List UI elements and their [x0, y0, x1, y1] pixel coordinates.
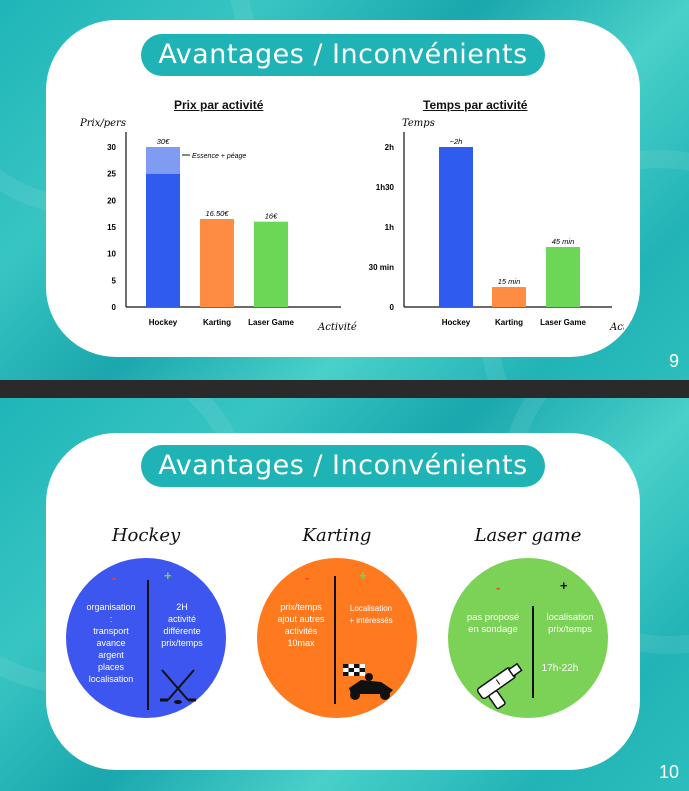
divider-line	[147, 580, 149, 710]
y-axis-label: Prix/pers	[79, 118, 126, 129]
activity-title-hockey: Hockey	[111, 525, 181, 546]
slide-title: Avantages / Inconvénients	[141, 34, 545, 76]
list-item: prix/temps	[548, 624, 592, 635]
x-tick-label: Laser Game	[540, 318, 586, 327]
list-item: prix/temps	[161, 638, 203, 648]
go-kart-icon	[343, 664, 393, 700]
list-item: localisation	[88, 674, 134, 684]
list-item: transport	[93, 626, 129, 636]
x-tick-label: Karting	[495, 318, 523, 327]
minus-sign: -	[496, 580, 501, 595]
chart-prix: Prix/pers Activité 0 5 10 15 20 25 30 Essence + p…	[79, 118, 357, 333]
x-tick-label: Hockey	[442, 318, 471, 327]
data-label: 16€	[265, 212, 278, 221]
list-item: ajout autres	[277, 614, 325, 624]
activity-circle-laser-game: - + pas proposé en sondage localisation pr…	[448, 558, 608, 718]
minus-sign: -	[112, 570, 117, 585]
hockey-sticks-icon	[160, 669, 196, 704]
list-item: pas proposé	[466, 612, 520, 623]
divider-line	[334, 576, 336, 704]
slide-title: Avantages / Inconvénients	[141, 445, 545, 487]
x-axis-label: Activité	[317, 322, 357, 333]
activity-title-karting: Karting	[302, 525, 372, 546]
data-label: ~2h	[450, 137, 463, 146]
bar-laser-game	[546, 247, 580, 307]
cons-list: prix/temps ajout autres activités 10max	[271, 601, 331, 649]
y-tick-label: 30 min	[369, 263, 394, 272]
page-number: 9	[668, 351, 679, 371]
cons-list: organisation: transport avance argent places…	[80, 601, 142, 685]
y-axis-label: Temps	[402, 118, 435, 129]
y-tick-label: 0	[390, 303, 395, 312]
y-tick-label: 0	[112, 303, 117, 312]
y-tick-label: 25	[107, 170, 116, 179]
annotation-text: Essence + péage	[192, 153, 246, 160]
activity-circle-hockey: - + organisation: transport avance argent pl…	[66, 558, 226, 718]
bar-laser-game	[254, 221, 288, 307]
y-tick-label: 1h	[385, 223, 394, 232]
chart-temps: Temps Activité 0 30 min 1h 1h30 2h ~2h Hockey 15 …	[369, 118, 624, 333]
slide-10: Avantages / Inconvénients Hockey - + org…	[0, 398, 689, 791]
list-item: places	[97, 662, 124, 672]
y-tick-label: 30	[107, 143, 116, 152]
data-label: 15 min	[498, 277, 521, 286]
slide-card: Avantages / Inconvénients Prix par activ…	[46, 20, 640, 357]
plus-sign: +	[164, 568, 172, 583]
bar-hockey-extra	[146, 147, 180, 174]
activity-circle-karting: - + prix/temps ajout autres activités 10max…	[257, 558, 417, 718]
x-axis-label: Activité	[609, 322, 624, 333]
data-label: 30€	[157, 137, 170, 146]
bar-karting	[200, 219, 234, 307]
chart-title-temps: Temps par activité	[423, 98, 528, 112]
x-tick-label: Hockey	[149, 318, 178, 327]
plus-sign: +	[560, 578, 568, 593]
laser-gun-icon	[476, 662, 523, 710]
divider-line	[532, 606, 534, 698]
chart-title-prix: Prix par activité	[174, 98, 264, 112]
pros-list: Localisation + intéressés	[339, 603, 403, 627]
minus-sign: -	[305, 570, 310, 585]
y-tick-label: 10	[107, 250, 116, 259]
list-item: Localisation	[349, 604, 393, 613]
y-tick-label: 20	[107, 196, 116, 205]
data-label: 45 min	[552, 237, 575, 246]
x-tick-label: Laser Game	[248, 318, 294, 327]
slide-9: Avantages / Inconvénients Prix par activ…	[0, 0, 689, 380]
list-item: différente	[163, 626, 201, 636]
plus-sign: +	[359, 568, 367, 583]
list-item: avance	[96, 638, 126, 648]
list-item: argent	[98, 650, 124, 660]
y-tick-label: 1h30	[376, 183, 395, 192]
cons-list: pas proposé en sondage	[458, 612, 528, 636]
data-label: 16.50€	[206, 209, 230, 218]
bar-karting	[492, 287, 526, 307]
list-item: 2H	[176, 602, 188, 612]
y-tick-label: 5	[112, 276, 117, 285]
list-item: + intéressés	[349, 616, 393, 625]
y-tick-label: 15	[107, 223, 116, 232]
bar-hockey	[146, 173, 180, 307]
pros-list: localisation prix/temps	[538, 612, 602, 636]
list-item: :	[109, 614, 113, 624]
list-item: activité	[167, 614, 196, 624]
bar-hockey	[439, 147, 473, 307]
slide-card: Avantages / Inconvénients Hockey - + org…	[46, 433, 640, 770]
list-item: localisation	[546, 612, 594, 623]
schedule-text: 17h-22h	[541, 663, 579, 674]
list-item: activités	[284, 626, 318, 636]
list-item: 10max	[287, 638, 315, 648]
activity-title-laser-game: Laser game	[474, 525, 582, 546]
y-tick-label: 2h	[385, 143, 394, 152]
list-item: prix/temps	[280, 602, 322, 612]
list-item: en sondage	[468, 624, 518, 635]
page-number: 10	[658, 762, 679, 782]
pros-list: 2H activité différente prix/temps	[152, 601, 212, 649]
list-item: organisation	[86, 602, 136, 612]
x-tick-label: Karting	[203, 318, 231, 327]
